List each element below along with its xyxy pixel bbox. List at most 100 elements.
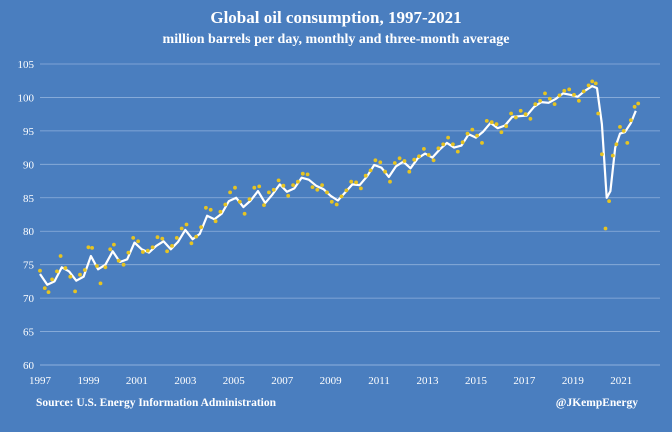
monthly-data-point xyxy=(315,187,320,192)
monthly-data-point xyxy=(562,88,567,93)
monthly-data-point xyxy=(208,207,213,212)
monthly-data-point xyxy=(145,248,150,253)
monthly-data-point xyxy=(55,269,59,274)
monthly-data-point xyxy=(407,169,412,174)
x-tick-label: 1999 xyxy=(77,375,100,387)
monthly-data-point xyxy=(103,265,108,270)
monthly-data-point xyxy=(126,250,131,255)
monthly-data-point xyxy=(131,236,136,240)
gridlines xyxy=(40,63,660,366)
monthly-data-point xyxy=(78,272,82,277)
monthly-data-point xyxy=(174,236,179,240)
monthly-data-point xyxy=(523,112,528,117)
monthly-data-point xyxy=(610,153,615,158)
x-axis-ticks: 1997 1999 2001 2003 2005 2007 2009 2011 2013 2015… xyxy=(29,375,632,387)
monthly-data-point xyxy=(320,183,324,188)
monthly-data-point xyxy=(465,131,470,136)
monthly-data-point xyxy=(271,187,276,192)
monthly-data-point xyxy=(402,159,407,163)
y-tick-label: 75 xyxy=(23,260,35,272)
x-tick-label: 2005 xyxy=(223,375,246,387)
monthly-data-point xyxy=(422,147,426,151)
monthly-data-point xyxy=(489,120,494,125)
monthly-data-point xyxy=(581,89,586,94)
monthly-data-point xyxy=(499,130,504,135)
monthly-data-point xyxy=(504,124,509,129)
chart-title: Global oil consumption, 1997-2021 xyxy=(210,8,462,27)
monthly-data-point xyxy=(441,142,446,147)
monthly-data-point xyxy=(349,179,354,184)
series-layer xyxy=(38,79,641,294)
monthly-data-point xyxy=(475,133,479,138)
monthly-data-point xyxy=(368,168,373,173)
monthly-data-point xyxy=(179,226,184,231)
monthly-data-point xyxy=(636,101,641,106)
monthly-data-point xyxy=(252,185,257,190)
monthly-data-point xyxy=(618,125,622,129)
monthly-data-point xyxy=(572,92,576,97)
monthly-data-point xyxy=(614,142,619,147)
monthly-data-point xyxy=(426,153,431,157)
chart-subtitle: million barrels per day, monthly and thr… xyxy=(162,32,510,47)
monthly-data-point xyxy=(412,157,417,162)
monthly-data-point xyxy=(325,190,329,195)
monthly-data-point xyxy=(150,245,155,250)
monthly-data-point xyxy=(204,205,208,210)
monthly-data-point xyxy=(223,202,228,207)
monthly-data-point xyxy=(136,239,141,244)
monthly-data-point xyxy=(392,161,397,165)
y-tick-label: 85 xyxy=(23,193,35,205)
monthly-data-point xyxy=(286,193,291,198)
monthly-data-point xyxy=(267,190,271,195)
monthly-data-point xyxy=(50,277,54,282)
monthly-data-point xyxy=(552,102,557,106)
x-tick-label: 2021 xyxy=(610,375,632,387)
monthly-data-point xyxy=(533,102,538,106)
monthly-data-point xyxy=(199,225,204,230)
monthly-data-point xyxy=(82,268,87,272)
monthly-data-point xyxy=(632,104,637,109)
monthly-data-point xyxy=(141,250,145,254)
monthly-data-point xyxy=(547,96,552,101)
y-tick-label: 65 xyxy=(23,327,35,339)
x-tick-label: 2001 xyxy=(126,375,148,387)
monthly-data-point xyxy=(68,274,73,279)
monthly-data-point xyxy=(121,262,126,267)
x-tick-label: 2007 xyxy=(271,375,294,387)
monthly-data-point xyxy=(484,119,489,123)
monthly-data-point xyxy=(359,186,363,191)
monthly-data-point xyxy=(38,268,42,273)
monthly-data-point xyxy=(586,83,591,88)
monthly-data-point xyxy=(528,116,533,121)
monthly-data-point xyxy=(600,152,604,157)
y-tick-label: 95 xyxy=(23,126,35,138)
y-tick-label: 90 xyxy=(23,159,35,171)
x-tick-label: 2009 xyxy=(320,375,343,387)
monthly-data-point xyxy=(373,158,378,163)
monthly-data-point xyxy=(90,246,94,250)
monthly-data-point xyxy=(470,127,475,132)
monthly-data-point xyxy=(310,185,315,190)
monthly-data-point xyxy=(388,179,392,184)
monthly-data-point xyxy=(155,235,160,240)
monthly-data-point xyxy=(233,185,237,190)
author-handle: @JKempEnergy xyxy=(555,397,638,409)
monthly-data-point xyxy=(58,254,63,258)
monthly-data-point xyxy=(378,160,383,165)
monthly-data-point xyxy=(509,111,513,116)
monthly-data-point xyxy=(242,211,247,216)
monthly-data-point xyxy=(590,79,595,84)
monthly-data-point xyxy=(237,199,242,204)
monthly-data-point xyxy=(98,281,103,286)
monthly-data-point xyxy=(184,222,189,227)
monthly-data-point xyxy=(514,115,518,120)
monthly-data-point xyxy=(329,199,334,204)
monthly-data-point xyxy=(228,190,233,195)
x-tick-label: 2015 xyxy=(465,375,488,387)
monthly-data-point xyxy=(431,158,436,163)
monthly-data-point xyxy=(354,180,358,185)
monthly-data-point xyxy=(116,258,121,263)
monthly-data-point xyxy=(46,290,51,294)
